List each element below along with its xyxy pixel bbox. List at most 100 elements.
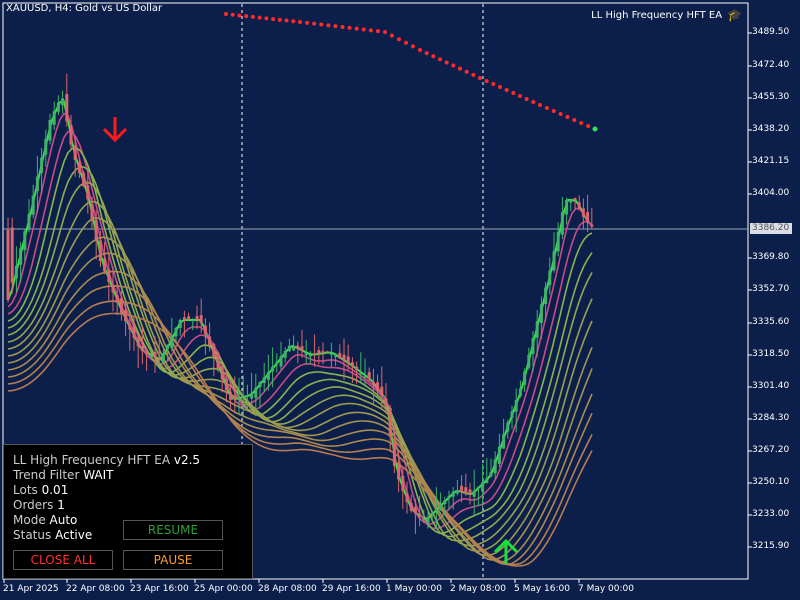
orders-value: 1 <box>57 498 65 512</box>
candle-body <box>573 197 577 200</box>
candle-body <box>334 355 338 357</box>
candle-body <box>56 102 60 112</box>
candle-body <box>245 395 249 397</box>
candle-body <box>569 200 573 203</box>
trend-filter-label: Trend Filter <box>13 468 80 482</box>
candle-body <box>19 248 23 265</box>
price-label: 3301.40 <box>752 381 790 391</box>
price-label: 3284.30 <box>752 413 790 423</box>
candle-body <box>313 354 317 356</box>
candle-body <box>405 493 409 502</box>
trend-dot <box>354 26 359 31</box>
candle-body <box>229 394 233 400</box>
time-label: 22 Apr 08:00 <box>66 584 125 594</box>
trend-dot <box>368 28 373 33</box>
trend-dot <box>250 14 255 19</box>
candle-body <box>367 372 371 380</box>
candle-body <box>203 325 207 335</box>
candle-body <box>250 393 254 399</box>
candle-body <box>485 478 489 484</box>
candle-body <box>40 157 44 173</box>
panel-title: LL High Frequency HFT EA <box>13 453 171 467</box>
candle-body <box>115 294 119 303</box>
candle-body <box>401 475 405 491</box>
candle-body <box>539 304 543 323</box>
current-price-badge: 3386.20 <box>750 223 792 234</box>
candle-body <box>388 407 392 437</box>
candle-body <box>384 398 388 407</box>
candle-body <box>31 195 35 215</box>
candle-body <box>10 227 14 283</box>
trend-filter-value: WAIT <box>83 468 114 482</box>
candle-body <box>304 353 308 356</box>
trend-dot <box>518 94 522 98</box>
orders-label: Orders <box>13 498 54 512</box>
candle-body <box>119 298 123 313</box>
candle-body <box>132 324 136 338</box>
price-label: 3404.00 <box>752 188 790 198</box>
candle-body <box>69 125 73 145</box>
ma-line <box>7 181 593 542</box>
candle-body <box>371 381 375 385</box>
candle-body <box>443 500 447 505</box>
candle-body <box>439 504 443 510</box>
candle-body <box>355 366 359 370</box>
trend-dot <box>464 69 469 74</box>
price-label: 3233.00 <box>752 509 790 519</box>
resume-button[interactable]: RESUME <box>123 520 223 540</box>
candle-body <box>199 315 203 324</box>
candle-body <box>380 386 384 396</box>
trend-dot <box>424 51 429 56</box>
candles <box>6 73 594 534</box>
candle-body <box>6 229 10 300</box>
price-label: 3335.60 <box>752 317 790 327</box>
candle-body <box>397 464 401 480</box>
candle-body <box>586 211 590 223</box>
candle-body <box>392 441 396 466</box>
orders-row: Orders 1 <box>13 498 65 512</box>
trend-dot <box>326 23 331 28</box>
candle-body <box>560 212 564 235</box>
time-label: 7 May 00:00 <box>578 584 634 594</box>
candle-body <box>552 251 556 271</box>
candle-body <box>65 94 69 122</box>
time-label: 2 May 08:00 <box>450 584 506 594</box>
candle-body <box>460 485 464 493</box>
candle-body <box>35 176 39 192</box>
candle-body <box>98 240 102 261</box>
trend-dot-latest <box>592 126 598 132</box>
trend-dot <box>298 20 302 24</box>
trend-dot <box>230 12 235 17</box>
trend-dot <box>264 16 269 21</box>
price-axis-ticks <box>748 32 752 548</box>
trend-filter-row: Trend Filter WAIT <box>13 468 114 482</box>
candle-body <box>527 354 531 368</box>
close-all-button[interactable]: CLOSE ALL <box>13 550 113 570</box>
candle-body <box>464 487 468 494</box>
trend-dot <box>390 33 394 38</box>
candle-body <box>27 214 31 229</box>
time-label: 23 Apr 16:00 <box>130 584 189 594</box>
candle-body <box>283 351 287 359</box>
trend-dot <box>277 17 282 22</box>
trend-dot <box>498 85 502 89</box>
trend-dot <box>538 103 542 107</box>
candle-body <box>77 161 81 174</box>
candle-body <box>170 336 174 349</box>
chart-frame <box>2 2 749 580</box>
pause-button[interactable]: PAUSE <box>123 550 223 570</box>
candle-body <box>447 496 451 499</box>
ea-name-text: LL High Frequency HFT EA <box>591 9 723 21</box>
candle-body <box>426 517 430 524</box>
price-label: 3215.90 <box>752 541 790 551</box>
trend-dot <box>444 60 449 65</box>
trend-dot <box>565 115 570 119</box>
candle-body <box>73 145 77 160</box>
status-row: Status Active <box>13 528 92 542</box>
time-label: 25 Apr 00:00 <box>194 584 253 594</box>
trend-dot <box>484 79 489 83</box>
candle-body <box>346 356 350 364</box>
trend-dot <box>438 57 442 62</box>
price-label: 3421.15 <box>752 156 790 166</box>
panel-version: v2.5 <box>173 453 201 467</box>
